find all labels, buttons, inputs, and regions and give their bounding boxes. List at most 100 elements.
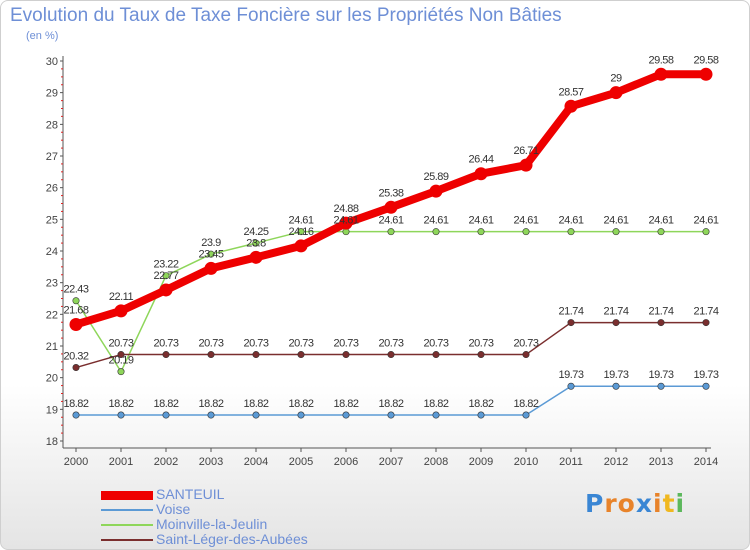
data-label-1-6: 18.82 bbox=[333, 398, 358, 410]
data-point-3-14 bbox=[702, 319, 710, 327]
data-point-3-11 bbox=[567, 319, 575, 327]
chart-title: Evolution du Taux de Taxe Foncière sur l… bbox=[10, 5, 562, 26]
x-tick-label: 2012 bbox=[604, 456, 628, 468]
data-label-0-8: 25.89 bbox=[423, 171, 448, 183]
data-label-3-2: 20.73 bbox=[153, 338, 178, 350]
data-point-3-5 bbox=[297, 351, 305, 359]
data-label-3-11: 21.74 bbox=[558, 306, 583, 318]
data-point-1-5 bbox=[297, 411, 305, 419]
x-tick-label: 2004 bbox=[244, 456, 268, 468]
data-label-0-5: 24.16 bbox=[288, 226, 313, 238]
x-tick-label: 2000 bbox=[64, 456, 88, 468]
x-tick-label: 2001 bbox=[109, 456, 133, 468]
data-label-1-5: 18.82 bbox=[288, 398, 313, 410]
data-point-2-2 bbox=[162, 272, 170, 280]
data-label-1-10: 18.82 bbox=[513, 398, 538, 410]
legend-swatch-moinville bbox=[101, 524, 153, 526]
data-label-0-9: 26.44 bbox=[468, 154, 493, 166]
data-label-2-7: 24.61 bbox=[378, 215, 403, 227]
legend-label-moinville: Moinville-la-Jeulin bbox=[156, 516, 268, 532]
data-point-1-7 bbox=[387, 411, 395, 419]
data-label-0-3: 23.45 bbox=[198, 248, 223, 260]
data-point-1-11 bbox=[567, 382, 575, 390]
data-label-3-5: 20.73 bbox=[288, 338, 313, 350]
data-label-3-4: 20.73 bbox=[243, 338, 268, 350]
x-tick-label: 2007 bbox=[379, 456, 403, 468]
data-label-0-6: 24.88 bbox=[333, 203, 358, 215]
legend-label-saint-leger: Saint-Léger-des-Aubées bbox=[156, 531, 308, 547]
series-points bbox=[69, 67, 713, 419]
data-point-1-13 bbox=[657, 382, 665, 390]
data-point-2-12 bbox=[612, 228, 620, 236]
data-point-2-14 bbox=[702, 228, 710, 236]
data-point-1-9 bbox=[477, 411, 485, 419]
data-label-2-9: 24.61 bbox=[468, 215, 493, 227]
y-tick-label: 27 bbox=[46, 151, 58, 163]
data-label-3-13: 21.74 bbox=[648, 306, 673, 318]
data-point-0-4 bbox=[249, 250, 263, 264]
legend-swatch-voise bbox=[101, 509, 153, 511]
legend-label-voise: Voise bbox=[156, 501, 191, 517]
data-point-2-8 bbox=[432, 228, 440, 236]
x-tick-label: 2005 bbox=[289, 456, 313, 468]
data-label-2-10: 24.61 bbox=[513, 215, 538, 227]
data-point-2-1 bbox=[117, 368, 125, 376]
data-label-2-12: 24.61 bbox=[603, 215, 628, 227]
data-point-2-11 bbox=[567, 228, 575, 236]
data-label-2-11: 24.61 bbox=[558, 215, 583, 227]
data-point-1-14 bbox=[702, 382, 710, 390]
data-label-3-3: 20.73 bbox=[198, 338, 223, 350]
data-point-2-13 bbox=[657, 228, 665, 236]
x-tick-label: 2002 bbox=[154, 456, 178, 468]
data-point-3-7 bbox=[387, 351, 395, 359]
data-point-1-0 bbox=[72, 411, 80, 419]
data-label-2-3: 23.9 bbox=[201, 237, 221, 249]
data-point-3-1 bbox=[117, 351, 125, 359]
data-label-0-12: 29 bbox=[610, 73, 622, 85]
data-label-1-2: 18.82 bbox=[153, 398, 178, 410]
data-point-1-2 bbox=[162, 411, 170, 419]
data-label-0-7: 25.38 bbox=[378, 187, 403, 199]
data-point-0-5 bbox=[294, 239, 308, 253]
y-tick-label: 23 bbox=[46, 278, 58, 290]
logo-letter: o bbox=[617, 489, 636, 518]
y-tick-label: 18 bbox=[46, 436, 58, 448]
data-label-3-9: 20.73 bbox=[468, 338, 493, 350]
data-label-3-10: 20.73 bbox=[513, 338, 538, 350]
data-label-0-14: 29.58 bbox=[693, 54, 718, 66]
data-label-3-8: 20.73 bbox=[423, 338, 448, 350]
data-label-0-4: 23.8 bbox=[246, 237, 266, 249]
data-point-1-6 bbox=[342, 411, 350, 419]
data-point-1-8 bbox=[432, 411, 440, 419]
x-tick-label: 2011 bbox=[559, 456, 583, 468]
data-label-1-1: 18.82 bbox=[108, 398, 133, 410]
y-tick-label: 29 bbox=[46, 88, 58, 100]
data-point-3-9 bbox=[477, 351, 485, 359]
data-label-0-0: 21.68 bbox=[63, 304, 88, 316]
data-point-0-12 bbox=[609, 86, 623, 100]
data-point-2-4 bbox=[252, 239, 260, 247]
series-lines bbox=[72, 70, 710, 416]
legend-swatch-santeuil bbox=[101, 491, 153, 500]
logo-letter: t bbox=[662, 489, 676, 518]
data-point-1-12 bbox=[612, 382, 620, 390]
data-point-3-3 bbox=[207, 351, 215, 359]
data-label-2-8: 24.61 bbox=[423, 215, 448, 227]
data-label-3-14: 21.74 bbox=[693, 306, 718, 318]
data-point-0-2 bbox=[159, 283, 173, 297]
data-point-1-4 bbox=[252, 411, 260, 419]
data-point-2-3 bbox=[207, 250, 215, 258]
data-label-1-0: 18.82 bbox=[63, 398, 88, 410]
x-tick-label: 2006 bbox=[334, 456, 358, 468]
data-label-0-2: 22.77 bbox=[153, 270, 178, 282]
y-axis-unit-label: (en %) bbox=[26, 30, 59, 42]
data-point-2-10 bbox=[522, 228, 530, 236]
data-label-0-11: 28.57 bbox=[558, 86, 583, 98]
data-point-2-0 bbox=[72, 297, 80, 305]
data-label-0-13: 29.58 bbox=[648, 54, 673, 66]
data-label-2-1: 20.19 bbox=[108, 355, 133, 367]
data-point-0-0 bbox=[69, 317, 83, 331]
line-chart: 18 19 20 21 22 23 24 25 26 27 28 29 30 2000 2001 2002 20… bbox=[46, 54, 720, 468]
x-tick-label: 2009 bbox=[469, 456, 493, 468]
data-point-0-7 bbox=[384, 200, 398, 214]
